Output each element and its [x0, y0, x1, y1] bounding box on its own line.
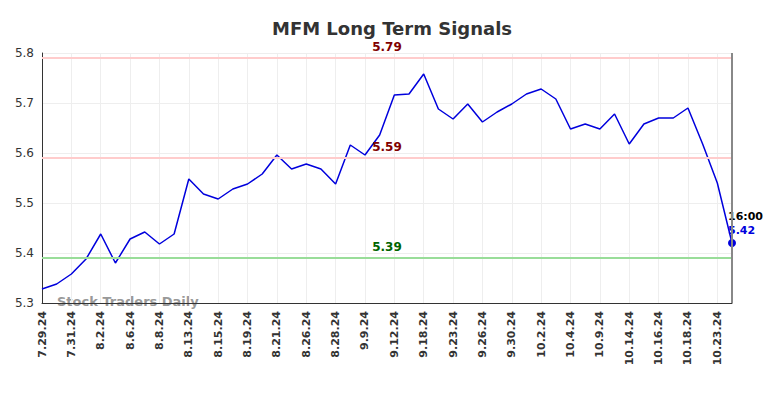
svg-text:8.13.24: 8.13.24: [182, 311, 195, 358]
svg-text:Stock Traders Daily: Stock Traders Daily: [57, 294, 199, 309]
svg-text:9.18.24: 9.18.24: [417, 311, 430, 358]
svg-text:8.8.24: 8.8.24: [153, 311, 166, 350]
svg-text:10.16.24: 10.16.24: [652, 311, 665, 366]
svg-text:9.12.24: 9.12.24: [388, 311, 401, 358]
svg-text:9.30.24: 9.30.24: [505, 311, 518, 358]
svg-text:5.4: 5.4: [15, 246, 34, 260]
svg-text:7.31.24: 7.31.24: [65, 311, 78, 358]
svg-text:8.19.24: 8.19.24: [241, 311, 254, 358]
svg-text:9.26.24: 9.26.24: [476, 311, 489, 358]
svg-text:5.59: 5.59: [372, 140, 402, 154]
svg-text:9.23.24: 9.23.24: [447, 311, 460, 358]
svg-text:8.21.24: 8.21.24: [270, 311, 283, 358]
svg-text:7.29.24: 7.29.24: [36, 311, 49, 358]
svg-text:10.2.24: 10.2.24: [535, 311, 548, 358]
svg-text:16:00: 16:00: [728, 210, 763, 223]
svg-text:10.18.24: 10.18.24: [681, 311, 694, 366]
svg-text:8.26.24: 8.26.24: [300, 311, 313, 358]
svg-text:5.3: 5.3: [15, 296, 34, 310]
svg-text:5.42: 5.42: [728, 223, 756, 237]
svg-text:MFM Long Term Signals: MFM Long Term Signals: [272, 18, 512, 39]
svg-text:5.7: 5.7: [15, 96, 34, 110]
svg-text:8.2.24: 8.2.24: [94, 311, 107, 350]
svg-text:5.5: 5.5: [15, 196, 34, 210]
svg-text:8.28.24: 8.28.24: [329, 311, 342, 358]
svg-text:9.9.24: 9.9.24: [358, 311, 371, 350]
svg-text:8.6.24: 8.6.24: [124, 311, 137, 350]
svg-text:10.23.24: 10.23.24: [711, 311, 724, 366]
svg-text:10.9.24: 10.9.24: [593, 311, 606, 358]
svg-text:5.8: 5.8: [15, 46, 34, 60]
svg-text:5.79: 5.79: [372, 40, 402, 54]
svg-text:10.4.24: 10.4.24: [564, 311, 577, 358]
svg-text:5.6: 5.6: [15, 146, 34, 160]
svg-text:8.15.24: 8.15.24: [212, 311, 225, 358]
svg-text:5.39: 5.39: [372, 240, 402, 254]
svg-text:10.14.24: 10.14.24: [623, 311, 636, 366]
